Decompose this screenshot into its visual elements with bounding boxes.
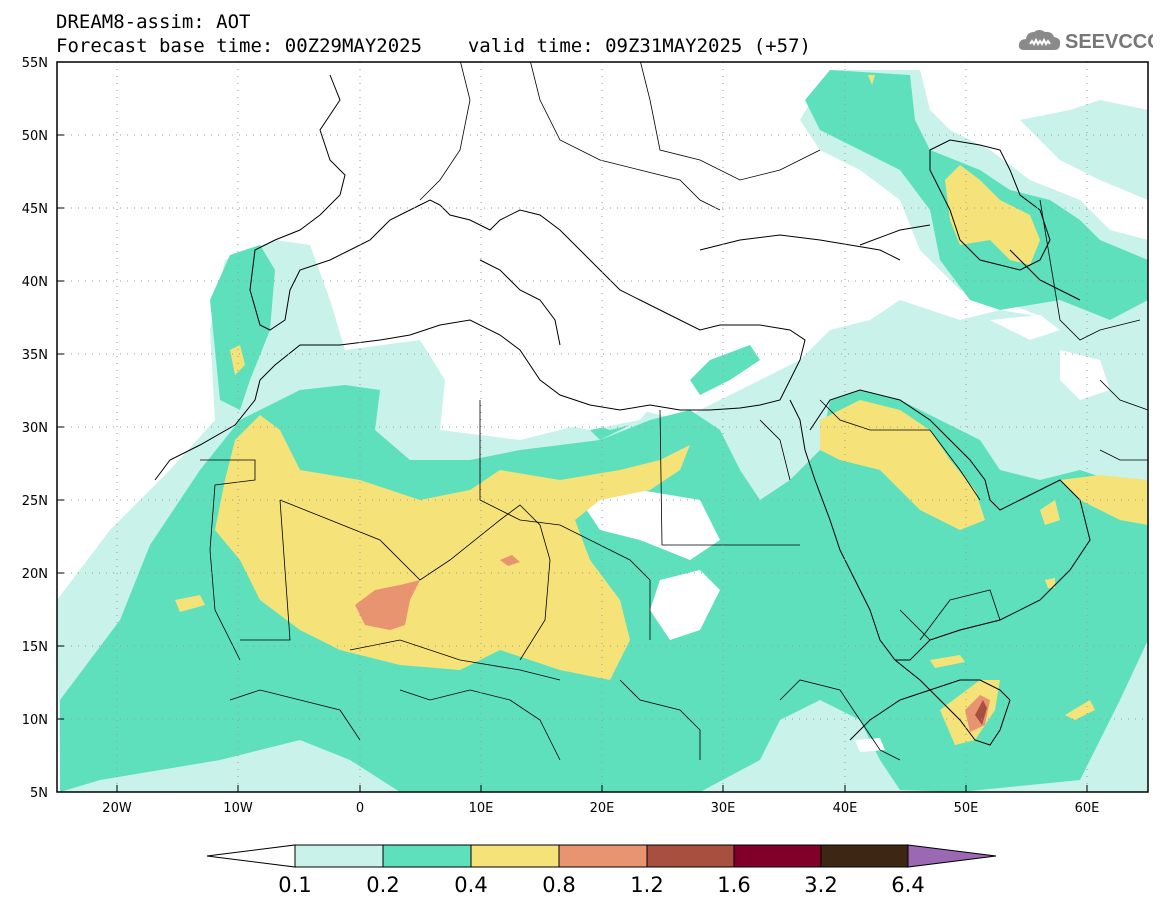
- colorbar-label: 0.4: [454, 873, 488, 897]
- lat-label: 5N: [30, 786, 48, 801]
- lon-label: 10E: [469, 801, 494, 816]
- colorbar-label: 0.1: [278, 873, 312, 897]
- lon-label: 30E: [711, 801, 736, 816]
- aot-field: [57, 70, 1148, 792]
- lon-labels: 20W 10W 0 10E 20E 30E 40E 50E 60E: [102, 801, 1099, 816]
- colorbar-label: 1.6: [717, 873, 751, 897]
- colorbar-high-arrow: [907, 844, 997, 868]
- lat-label: 55N: [22, 56, 48, 71]
- lat-label: 50N: [22, 129, 48, 144]
- graticule: [57, 62, 1148, 792]
- lat-label: 45N: [22, 202, 48, 217]
- axis-ticks: [57, 61, 1088, 792]
- lon-label: 20W: [102, 801, 132, 816]
- colorbar-label: 3.2: [804, 873, 838, 897]
- valid-time: valid time: 09Z31MAY2025 (+57): [467, 35, 811, 57]
- seevccc-logo: SEEVCCC: [1018, 24, 1162, 58]
- lon-label: 0: [356, 801, 364, 816]
- lon-label: 40E: [833, 801, 858, 816]
- colorbar-label: 1.2: [630, 873, 664, 897]
- map-title: DREAM8-assim: AOT: [56, 11, 251, 33]
- cloud-icon: SEEVCCC: [1018, 30, 1162, 53]
- colorbar-label: 0.2: [366, 873, 400, 897]
- colorbar-label: 0.8: [542, 873, 576, 897]
- colorbar-bin: [733, 844, 822, 868]
- lat-labels: 55N 50N 45N 40N 35N 30N 25N 20N 15N 10N …: [22, 56, 48, 801]
- lat-label: 10N: [22, 713, 48, 728]
- forecast-times: Forecast base time: 00Z29MAY2025 valid t…: [56, 36, 811, 56]
- colorbar-bin: [558, 844, 648, 868]
- logo-text: SEEVCCC: [1065, 31, 1153, 53]
- colorbar-label: 6.4: [891, 873, 925, 897]
- lat-label: 30N: [22, 421, 48, 436]
- colorbar-bin: [646, 844, 735, 868]
- lon-label: 50E: [954, 801, 979, 816]
- base-time: Forecast base time: 00Z29MAY2025: [56, 35, 423, 57]
- lat-label: 35N: [22, 348, 48, 363]
- lat-label: 40N: [22, 275, 48, 290]
- borders: [200, 62, 1148, 761]
- lon-label: 60E: [1075, 801, 1100, 816]
- colorbar-bin: [820, 844, 909, 868]
- lat-label: 20N: [22, 567, 48, 582]
- lat-label: 25N: [22, 494, 48, 509]
- colorbar: [206, 844, 997, 868]
- coastlines: [154, 74, 1091, 746]
- colorbar-bin: [382, 844, 472, 868]
- lat-label: 15N: [22, 640, 48, 655]
- colorbar-low-arrow: [206, 844, 296, 868]
- lon-label: 20E: [590, 801, 615, 816]
- colorbar-bin: [294, 844, 384, 868]
- lon-label: 10W: [223, 801, 253, 816]
- colorbar-bin: [470, 844, 560, 868]
